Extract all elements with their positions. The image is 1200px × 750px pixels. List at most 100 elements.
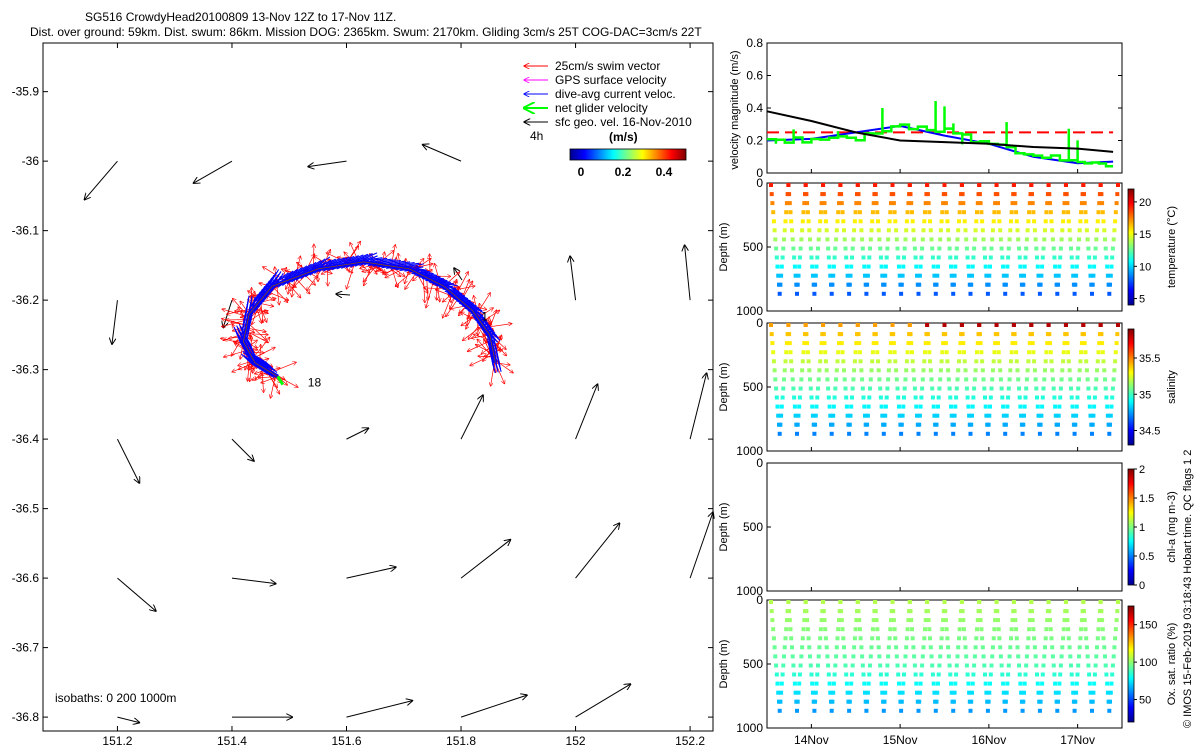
profile-point	[912, 386, 917, 391]
profile-point	[883, 273, 888, 278]
profile-point	[988, 672, 993, 677]
swim-vector	[346, 263, 355, 289]
profile-point	[850, 386, 855, 391]
profile-point	[834, 654, 839, 659]
profile-point	[790, 377, 795, 382]
current-vector	[465, 300, 477, 307]
profile-point	[975, 350, 979, 355]
profile-point	[951, 431, 956, 436]
profile-point	[1013, 341, 1018, 346]
profile-point	[969, 282, 974, 287]
geostrophic-vector	[117, 716, 139, 723]
profile-point	[1102, 228, 1107, 233]
profile-point	[917, 699, 922, 704]
profile-point	[957, 210, 962, 215]
profile-point	[1081, 323, 1086, 327]
profile-point	[930, 255, 935, 260]
profile-point	[1001, 273, 1006, 278]
profile-point	[993, 341, 998, 346]
current-vector	[284, 268, 299, 279]
profile-point	[1061, 350, 1066, 355]
profile-point	[874, 341, 879, 346]
profile-point	[812, 431, 817, 436]
profile-point	[776, 690, 781, 695]
profile-point	[972, 237, 977, 242]
profile-point	[860, 386, 865, 391]
profile-point	[803, 183, 808, 187]
profile-point	[886, 377, 891, 382]
profile-point	[839, 201, 844, 206]
profile-point	[1085, 654, 1090, 659]
profile-point	[962, 350, 966, 355]
profile-point	[904, 359, 909, 364]
profile-point	[837, 341, 841, 346]
profile-point	[1102, 645, 1107, 650]
profile-point	[1048, 341, 1052, 346]
profile-point	[983, 681, 988, 686]
map-x-axis: 151.2 151.4 151.6 151.8 152 152.2	[102, 43, 705, 748]
profile-point	[856, 192, 861, 197]
profile-point	[994, 600, 999, 604]
profile-point	[1014, 636, 1019, 641]
profile-point	[772, 645, 777, 650]
profile-point	[1058, 246, 1063, 251]
profile-point	[814, 404, 819, 409]
profile-point	[1100, 201, 1105, 206]
profile-point	[1099, 609, 1104, 614]
profile-point	[928, 645, 933, 650]
profile-point	[1037, 708, 1042, 713]
swim-vector	[494, 359, 513, 373]
profile-point	[781, 386, 786, 391]
profile-point	[797, 681, 802, 686]
profile-point	[782, 645, 787, 650]
profile-point	[963, 368, 968, 373]
profile-point	[917, 282, 922, 287]
profile-point	[891, 192, 896, 197]
profile-point	[834, 237, 839, 242]
profile-point	[958, 618, 963, 623]
map-ytick-label: -36.2	[12, 293, 40, 307]
profile-point	[782, 377, 786, 382]
profile-point	[889, 618, 893, 623]
profile-point	[964, 377, 969, 382]
profile-point	[1077, 654, 1081, 659]
profile-point	[1025, 368, 1030, 373]
profile-point	[994, 183, 999, 187]
profile-point	[947, 246, 952, 251]
profile-point	[1100, 618, 1105, 623]
profile-point	[1103, 663, 1108, 668]
profile-point	[920, 654, 925, 659]
profile-point	[988, 264, 992, 269]
profile-point	[1092, 672, 1097, 677]
profile-point	[925, 183, 930, 187]
profile-point	[869, 645, 874, 650]
profile-point	[833, 663, 838, 668]
profile-point	[878, 672, 883, 677]
profile-point	[1051, 663, 1056, 668]
profile-point	[894, 228, 899, 233]
profile-point	[883, 264, 888, 269]
profile-point	[904, 219, 909, 224]
geostrophic-vector	[346, 428, 369, 440]
profile-point	[1046, 183, 1051, 187]
profile-point	[1030, 609, 1034, 614]
profile-point	[970, 273, 974, 278]
profile-point	[1078, 359, 1083, 364]
current-vector	[491, 363, 496, 374]
profile-point	[914, 681, 919, 686]
profile-point	[787, 609, 792, 614]
profile-point	[781, 663, 786, 668]
profile-point	[818, 627, 823, 632]
depth-tick-label: 0	[756, 176, 763, 190]
geostrophic-vector	[336, 294, 351, 295]
profile-point	[964, 386, 969, 391]
profile-point	[912, 663, 917, 668]
profile-point	[1039, 273, 1044, 278]
profile-point	[853, 627, 858, 632]
profile-point	[975, 627, 979, 632]
profile-point	[938, 645, 943, 650]
profile-point	[1026, 359, 1031, 364]
profile-point	[975, 618, 980, 623]
profile-point	[856, 332, 861, 337]
profile-point	[857, 618, 862, 623]
